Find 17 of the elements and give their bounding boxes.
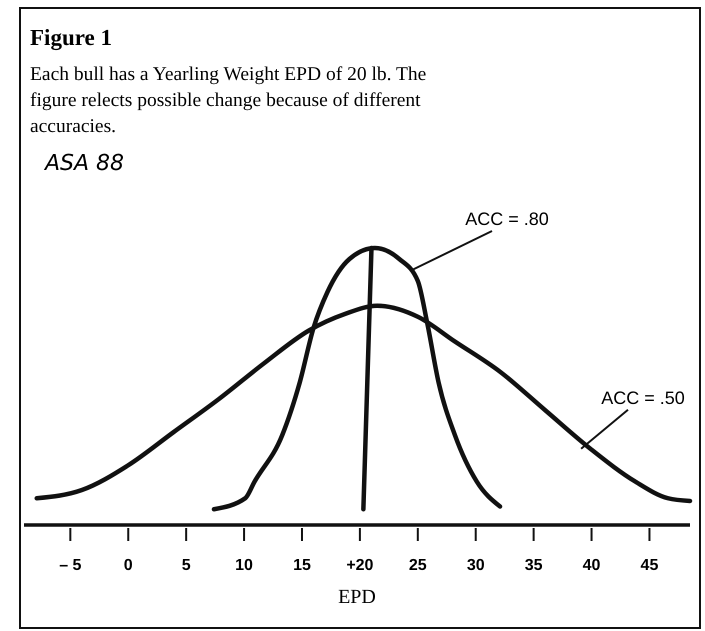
text: ASA 88	[43, 151, 124, 176]
x-tick-label: 10	[235, 557, 254, 574]
x-tick-label: 35	[524, 557, 543, 574]
x-tick-label: 5	[182, 557, 191, 574]
annotation: ACC = .80	[465, 209, 549, 229]
x-tick-label: 25	[408, 557, 427, 574]
x-tick-label: 30	[466, 557, 485, 574]
chart-title: Figure 1	[30, 25, 112, 51]
chart-subtitle: Each bull has a Yearling Weight EPD of 20 lb. The figure relects possible change because of different accuracies.	[30, 64, 426, 137]
x-tick-label: 45	[640, 557, 658, 574]
x-tick-label: 40	[582, 557, 601, 574]
x-tick-label: – 5	[59, 557, 82, 574]
x-tick-label: 15	[293, 557, 311, 574]
x-axis-title: EPD	[338, 586, 376, 608]
annotation: ACC = .50	[601, 388, 685, 408]
x-tick-label: +20	[346, 557, 374, 574]
x-tick-label: 0	[124, 557, 133, 574]
